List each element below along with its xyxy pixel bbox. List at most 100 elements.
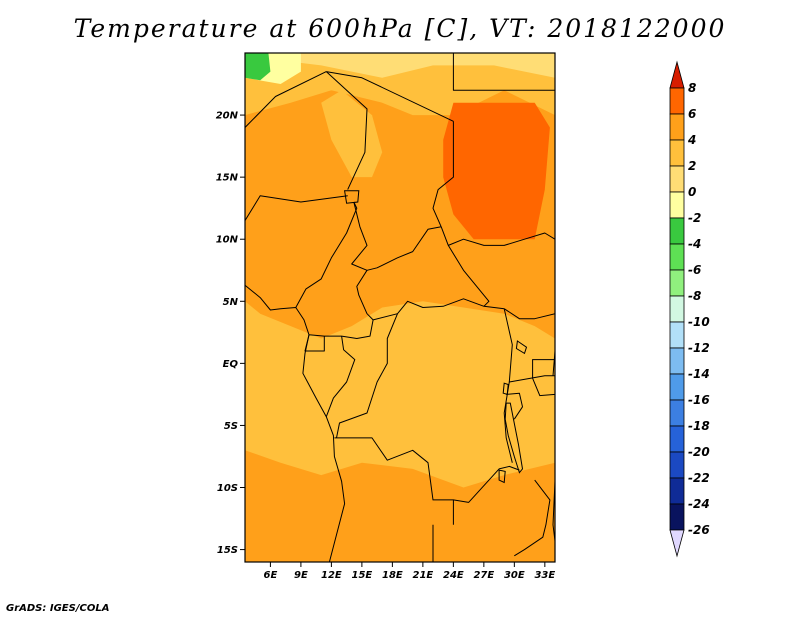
colorbar-segment — [669, 321, 685, 349]
border-zambia-malawi — [514, 479, 551, 557]
border-gabon-congo-east — [325, 336, 356, 417]
colorbar-label: -18 — [688, 419, 710, 433]
colorbar-segment — [669, 139, 685, 167]
lat-tick-label: EQ — [223, 359, 239, 370]
colorbar-segment — [669, 243, 685, 271]
temperature-region-3 — [245, 53, 555, 116]
coastline — [245, 284, 346, 562]
border-gabon-congo — [304, 334, 325, 352]
colorbar-segment — [669, 451, 685, 479]
colorbar-segment — [669, 217, 685, 245]
border-drc-zambia — [453, 465, 520, 503]
border-niger-algeria — [245, 71, 327, 128]
temperature-region-1 — [245, 450, 555, 562]
border-car-sudan — [440, 226, 490, 307]
border-cameroon-gabon-congo — [308, 270, 374, 339]
border-rwanda-burundi — [506, 392, 523, 420]
colorbar-segment — [669, 399, 685, 427]
colorbar-label: -14 — [688, 367, 710, 381]
colorbar-label: 2 — [688, 159, 696, 173]
colorbar-label: 0 — [688, 185, 696, 199]
border-egypt-sudan — [452, 53, 555, 91]
lat-tick-label: 20N — [216, 111, 239, 122]
colorbar-label: -2 — [688, 211, 701, 225]
colorbar-segment — [669, 477, 685, 505]
colorbar-segment — [669, 87, 685, 115]
colorbar-bottom-arrow — [669, 529, 685, 558]
colorbar: 8 6 4 2 0 -2 -4 -6 -8 -10 -12 -14 -16 -18 -20 -22 -24 -26 — [669, 60, 710, 558]
colorbar-segment — [669, 191, 685, 219]
colorbar-label: -26 — [688, 523, 710, 537]
lon-tick-label: 15E — [352, 570, 373, 581]
lon-tick-label: 21E — [412, 570, 433, 581]
border-congo-drc — [336, 313, 398, 438]
colorbar-label: -16 — [688, 393, 710, 407]
lon-tick-label: 30E — [504, 570, 525, 581]
lakes — [344, 190, 555, 541]
lat-tick-label: 15N — [216, 173, 239, 184]
lake-mweru — [498, 469, 506, 484]
lat-tick-label: 5N — [223, 297, 239, 308]
border-libya-chad — [326, 71, 454, 122]
border-uganda-kenya — [552, 313, 555, 376]
map-frame — [244, 52, 556, 563]
latitude-axis: 20N 15N 10N 5N EQ 5S 10S 15S — [216, 111, 245, 556]
map-plot-area — [245, 53, 555, 562]
colorbar-segment — [669, 165, 685, 193]
colorbar-label: -8 — [688, 289, 701, 303]
chart-title: Temperature at 600hPa [C], VT: 201812200… — [73, 14, 727, 43]
border-drc-angola — [334, 437, 454, 525]
border-chad-sudan — [432, 121, 454, 228]
lon-tick-label: 12E — [321, 570, 342, 581]
lake-tanganyika — [504, 402, 524, 474]
colorbar-segment — [669, 425, 685, 453]
lon-tick-label: 18E — [382, 570, 403, 581]
border-car-drc — [372, 298, 505, 321]
temperature-fill — [245, 53, 555, 562]
border-sudan-southsudan — [448, 232, 555, 246]
colorbar-segment — [669, 269, 685, 297]
colorbar-label: -20 — [688, 445, 710, 459]
colorbar-segment — [669, 347, 685, 375]
temperature-region-5 — [245, 53, 555, 78]
colorbar-label: -6 — [688, 263, 701, 277]
border-nigeria-cameroon — [295, 201, 358, 308]
colorbar-top-arrow — [669, 60, 685, 89]
colorbar-segment — [669, 113, 685, 141]
lon-tick-label: 27E — [473, 570, 494, 581]
border-uganda-southsudan — [503, 308, 555, 320]
border-tanzania — [509, 375, 555, 383]
border-chad-cameroon-car — [351, 201, 442, 271]
lake-albert — [515, 340, 528, 355]
lat-tick-label: 15S — [217, 545, 238, 556]
lake-chad — [344, 190, 360, 204]
colorbar-label: 4 — [687, 133, 696, 147]
colorbar-label: 6 — [688, 107, 696, 121]
colorbar-label: -22 — [688, 471, 710, 485]
colorbar-segment — [669, 373, 685, 401]
longitude-axis: 6E 9E 12E 15E 18E 21E 24E 27E 30E 33E — [264, 562, 555, 581]
colorbar-segment — [669, 295, 685, 323]
lon-tick-label: 24E — [443, 570, 464, 581]
lat-tick-label: 5S — [224, 421, 238, 432]
country-borders — [245, 53, 555, 562]
lon-tick-label: 9E — [294, 570, 308, 581]
border-nigeria-niger — [245, 195, 348, 221]
colorbar-segment — [669, 503, 685, 531]
border-niger-chad — [325, 71, 368, 190]
lon-tick-label: 6E — [264, 570, 278, 581]
colorbar-label: 8 — [688, 81, 696, 95]
lat-tick-label: 10S — [217, 483, 238, 494]
border-drc-east — [503, 308, 513, 463]
colorbar-label: -24 — [688, 497, 710, 511]
grads-credit: GrADS: IGES/COLA — [6, 603, 110, 614]
colorbar-label: -10 — [688, 315, 710, 329]
lake-victoria — [532, 359, 555, 397]
colorbar-label: -12 — [688, 341, 710, 355]
lake-malawi — [552, 481, 555, 541]
temperature-region-6 — [443, 102, 550, 240]
temperature-region-8 — [245, 53, 271, 81]
colorbar-label: -4 — [688, 237, 701, 251]
lon-tick-label: 33E — [534, 570, 555, 581]
